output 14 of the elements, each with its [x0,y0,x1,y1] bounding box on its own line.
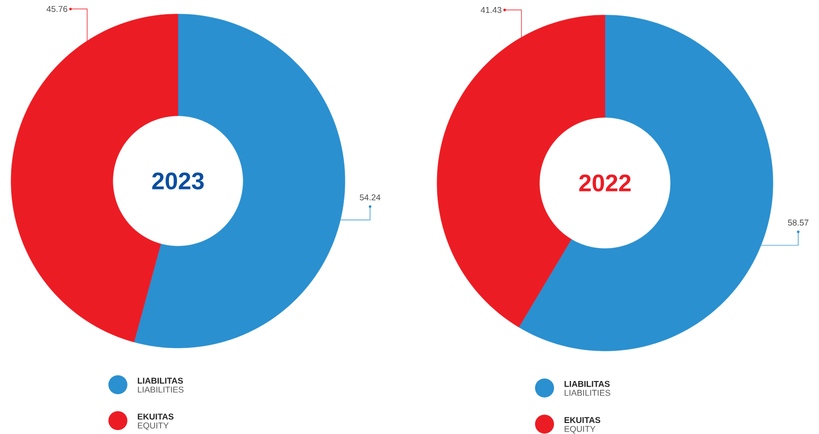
text: EQUITY [564,426,596,434]
legend-label: EKUITAS [564,417,600,424]
text: EQUITY [138,422,169,430]
legend-label: LIABILITAS [138,378,183,384]
text: 2022 [579,174,631,192]
text: LIABILITIES [564,390,610,396]
data-label: 58.57 [788,220,808,226]
data-label: 45.76 [46,6,68,12]
legend-label: EKUITAS [138,414,174,420]
legend-label: LIABILITAS [564,380,610,387]
data-label: 54.24 [360,194,380,200]
text: LIABILITIES [138,386,184,393]
text: 2023 [152,172,204,190]
data-label: 41.43 [480,6,502,13]
